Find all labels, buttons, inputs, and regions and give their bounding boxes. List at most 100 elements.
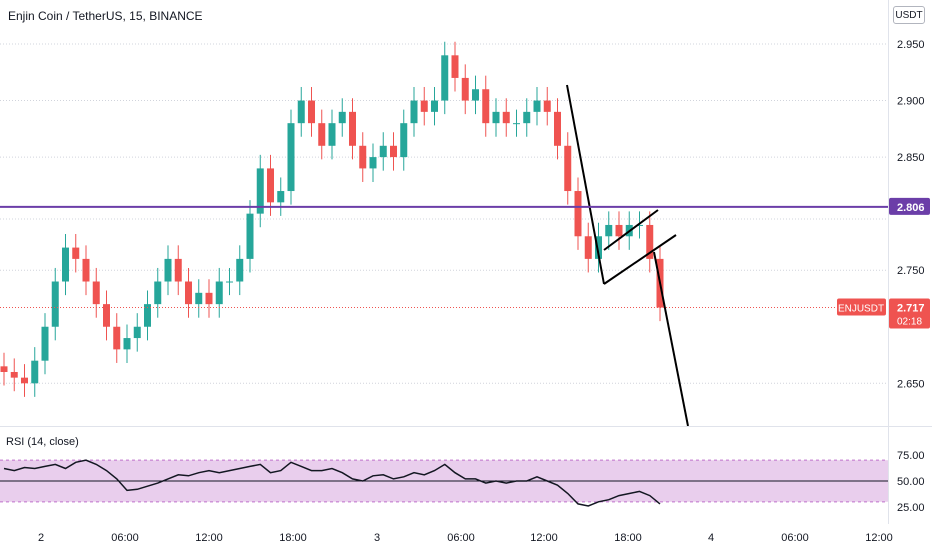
candle-body <box>646 224 654 259</box>
flag-upper-line <box>603 209 659 251</box>
candle-body <box>308 100 315 124</box>
candle-body <box>431 100 438 112</box>
rsi-tick-label: 50.00 <box>897 476 925 488</box>
rsi-line <box>3 459 661 507</box>
hline-price-badge <box>889 197 930 215</box>
candle-body <box>51 281 59 327</box>
gridlines <box>0 43 888 503</box>
candle-body <box>277 191 285 203</box>
candle-body <box>369 157 377 169</box>
candle-body <box>195 292 203 305</box>
time-tick-label: 2 <box>38 532 44 544</box>
candle-body <box>472 89 479 101</box>
flag-lower-line <box>603 234 677 285</box>
price-tick-label: 2.900 <box>897 96 925 108</box>
candle-body <box>533 100 541 112</box>
candle-body <box>390 145 397 158</box>
candle-body <box>595 236 602 259</box>
candle-body <box>451 55 459 78</box>
candle-body <box>574 191 582 237</box>
candle-body <box>338 111 346 124</box>
candle-body <box>605 224 613 237</box>
symbol-badge <box>837 298 886 316</box>
candle-body <box>349 111 356 146</box>
time-tick-label: 18:00 <box>614 532 642 544</box>
candle-body <box>461 77 469 101</box>
price-axis[interactable]: 2.950 2.900 2.850 2.750 2.650 <box>897 39 925 390</box>
candle-body <box>420 100 428 112</box>
candle-body <box>328 123 336 146</box>
candle-body <box>92 281 100 305</box>
trend-drawings[interactable] <box>566 84 689 427</box>
candle-body <box>615 224 623 237</box>
time-tick-label: 4 <box>708 532 714 544</box>
candle-body <box>513 123 520 125</box>
candle-body <box>215 281 223 305</box>
candle-body <box>318 123 326 146</box>
candles <box>0 41 664 397</box>
candle-body <box>62 247 69 282</box>
last-price-text: 2.717 <box>897 303 925 315</box>
price-tick-label: 2.850 <box>897 152 925 164</box>
candle-body <box>297 100 305 124</box>
hline-price-badge-text: 2.806 <box>897 202 925 214</box>
candle-body <box>502 111 510 124</box>
time-tick-label: 06:00 <box>447 532 475 544</box>
candle-body <box>267 168 274 203</box>
candle-body <box>103 304 110 327</box>
candle-body <box>564 145 572 192</box>
time-tick-label: 06:00 <box>111 532 139 544</box>
chart-title: Enjin Coin / TetherUS, 15, BINANCE <box>8 9 203 23</box>
time-tick-label: 12:00 <box>865 532 893 544</box>
rsi-axis[interactable]: 75.00 50.00 25.00 <box>897 450 925 514</box>
time-tick-label: 12:00 <box>530 532 558 544</box>
candle-body <box>636 224 643 226</box>
candle-body <box>144 304 151 327</box>
candle-body <box>287 123 295 192</box>
candle-body <box>82 258 90 282</box>
candle-body <box>226 281 233 283</box>
candle-body <box>523 111 531 124</box>
candle-body <box>359 145 367 169</box>
price-tick-label: 2.950 <box>897 39 925 51</box>
candle-body <box>41 326 49 361</box>
candle-body <box>256 168 264 214</box>
trend-line-drop <box>566 84 605 285</box>
countdown-text: 02:18 <box>897 317 922 328</box>
candle-body <box>492 111 500 124</box>
candle-body <box>584 236 592 259</box>
time-tick-label: 3 <box>374 532 380 544</box>
candle-body <box>482 89 490 124</box>
time-tick-label: 12:00 <box>195 532 223 544</box>
candle-body <box>123 338 131 350</box>
trend-line-target <box>653 251 689 427</box>
candle-body <box>154 281 162 305</box>
candle-body <box>31 360 39 384</box>
candle-body <box>10 371 18 378</box>
candle-body <box>246 213 254 259</box>
candle-body <box>543 100 551 112</box>
candle-body <box>236 258 244 282</box>
rsi-tick-label: 75.00 <box>897 450 925 462</box>
candle-body <box>21 377 28 384</box>
candle-body <box>133 326 141 339</box>
currency-badge[interactable]: USDT <box>893 6 925 24</box>
time-tick-label: 18:00 <box>279 532 307 544</box>
time-axis[interactable]: 2 06:00 12:00 18:00 3 06:00 12:00 18:00 4 06:00 12… <box>38 532 893 544</box>
candle-body <box>441 55 449 101</box>
candle-body <box>554 111 561 146</box>
candle-body <box>164 258 172 282</box>
candle-body <box>113 326 121 350</box>
price-tick-label: 2.750 <box>897 265 925 277</box>
price-badges: 2.806 ENJUSDT 2.717 02:18 <box>837 197 930 329</box>
candle-body <box>205 292 213 305</box>
rsi-label: RSI (14, close) <box>6 436 79 448</box>
candle-body <box>185 281 192 305</box>
candle-body <box>410 100 418 124</box>
candle-body <box>400 123 408 158</box>
candle-body <box>379 145 387 158</box>
last-price-badge <box>889 298 930 329</box>
candle-body <box>0 366 8 372</box>
candle-body <box>72 247 80 259</box>
